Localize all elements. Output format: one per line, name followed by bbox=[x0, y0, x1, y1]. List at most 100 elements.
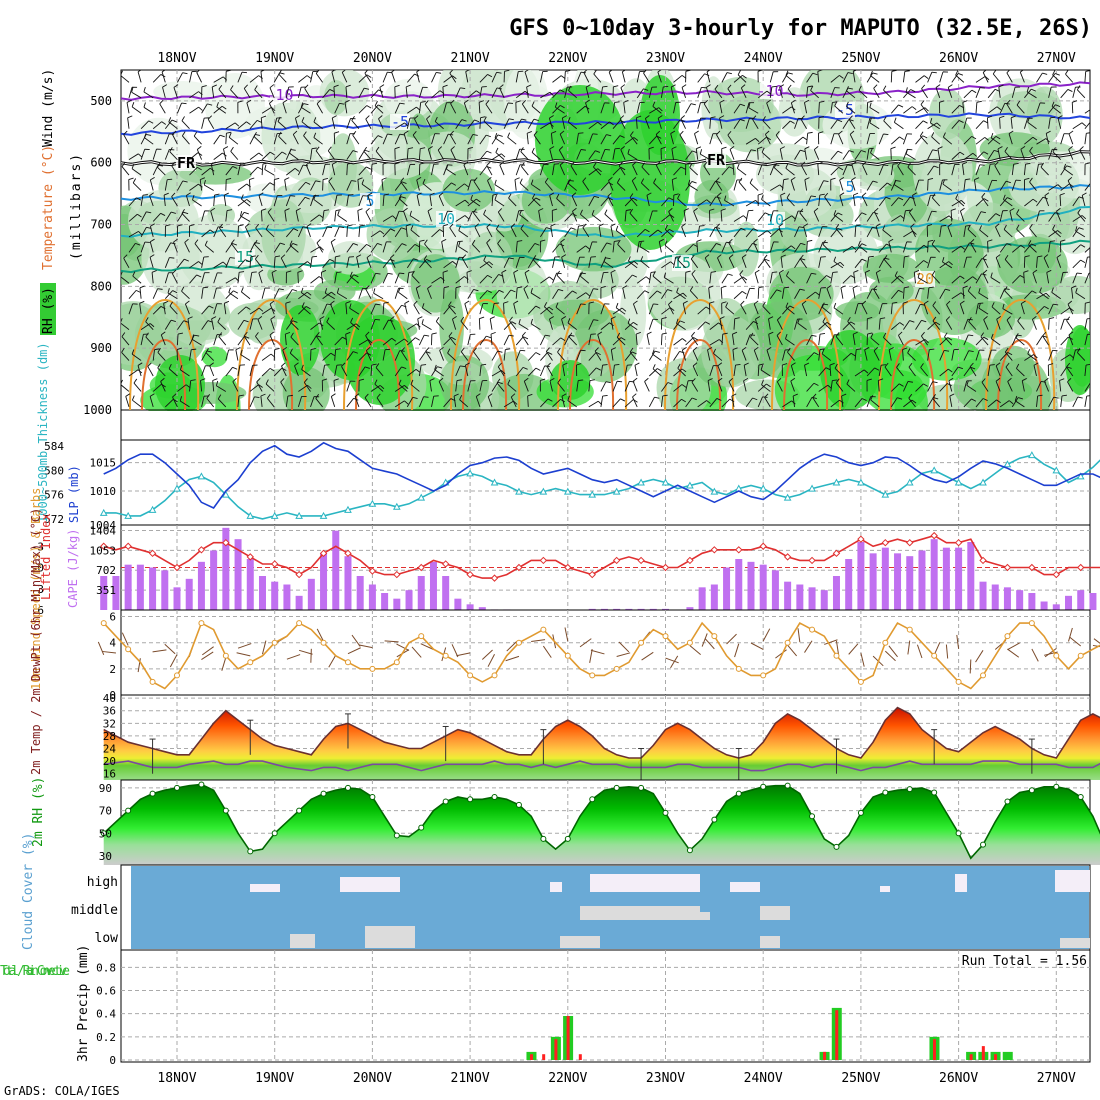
wind-barb bbox=[213, 76, 224, 83]
wind-barb bbox=[963, 179, 966, 191]
cloud-block bbox=[340, 877, 400, 892]
wind-barb-flag bbox=[265, 379, 269, 385]
surface-wind-barb bbox=[456, 652, 471, 657]
wind-barb bbox=[164, 290, 173, 300]
wind-barb bbox=[204, 244, 214, 253]
wind-barb-flag bbox=[1081, 192, 1087, 196]
wind-barb bbox=[1024, 198, 1034, 207]
wind-barb-flag bbox=[133, 378, 138, 384]
wind-barb-flag bbox=[535, 197, 541, 201]
wind-barb bbox=[394, 350, 401, 361]
wind-barb-flag bbox=[1003, 224, 1007, 230]
wind-barb-flag bbox=[464, 215, 469, 220]
wind-barb-flag bbox=[460, 365, 466, 368]
wind-barb bbox=[552, 105, 561, 114]
wind-barb bbox=[555, 306, 565, 315]
wind-barb-flag bbox=[204, 240, 208, 246]
wind-barb-flag bbox=[719, 316, 725, 320]
wind-barb-flag bbox=[413, 300, 418, 306]
cape-bar bbox=[649, 608, 657, 610]
wind-barb-flag bbox=[821, 349, 825, 354]
wind-barb bbox=[152, 213, 161, 222]
wind-barb-flag bbox=[764, 393, 769, 398]
wind-barb bbox=[806, 241, 808, 253]
isotherm-label: -5 bbox=[391, 113, 409, 131]
wind-barb bbox=[731, 396, 735, 407]
wind-barb bbox=[419, 351, 427, 361]
wind-barb-flag bbox=[645, 115, 650, 119]
wind-barb bbox=[406, 244, 416, 253]
wind-barb-flag bbox=[1065, 70, 1069, 75]
precip-convective-bar bbox=[542, 1054, 546, 1060]
wind-barb bbox=[370, 230, 381, 238]
wind-barb bbox=[1048, 318, 1050, 330]
wind-barb-flag bbox=[682, 346, 687, 351]
wind-barb bbox=[680, 118, 687, 129]
rh-core-shade bbox=[820, 330, 880, 410]
cape-bar bbox=[393, 598, 401, 610]
thickness-line-marker bbox=[1003, 460, 1012, 468]
wind-barb bbox=[189, 380, 192, 392]
wind-barb-flag bbox=[862, 161, 867, 166]
wind-barb-flag bbox=[685, 70, 691, 72]
wind-barb bbox=[181, 290, 190, 300]
wind-barb-flag bbox=[375, 363, 380, 368]
wind-barb bbox=[382, 228, 391, 238]
wind-barb-flag bbox=[292, 320, 298, 323]
lifted-index-line-marker bbox=[173, 563, 181, 572]
wind-barb-flag bbox=[527, 393, 533, 397]
wind-barb bbox=[216, 106, 227, 114]
wind-barb bbox=[121, 352, 130, 361]
wind-barb-flag bbox=[773, 162, 777, 168]
wind-speed-line-marker bbox=[809, 626, 816, 633]
wind-barb bbox=[610, 226, 614, 237]
wind-barb bbox=[121, 336, 130, 346]
wind-barb bbox=[670, 133, 674, 145]
wind-barb-flag bbox=[157, 288, 163, 290]
wind-barb-flag bbox=[804, 362, 810, 366]
wind-barb bbox=[975, 164, 981, 176]
wind-barb-flag bbox=[1029, 177, 1033, 183]
wind-barb bbox=[171, 196, 178, 207]
wind-barb-flag bbox=[1020, 146, 1026, 150]
wind-barb-flag bbox=[439, 346, 444, 351]
wind-barb bbox=[382, 195, 385, 207]
wind-barb-flag bbox=[607, 192, 612, 197]
wind-barb-flag bbox=[714, 84, 719, 90]
wind-barb-flag bbox=[583, 70, 588, 73]
wind-barb bbox=[1052, 74, 1062, 83]
wind-barb bbox=[782, 106, 792, 114]
wind-barb-flag bbox=[1009, 207, 1015, 212]
wind-barb bbox=[830, 261, 841, 269]
wind-barb bbox=[681, 226, 687, 238]
wind-barb-flag bbox=[799, 288, 805, 291]
thickness-line-marker bbox=[612, 487, 621, 495]
wind-barb bbox=[962, 287, 965, 299]
wind-barb-flag bbox=[987, 239, 993, 242]
wind-barb-flag bbox=[754, 269, 760, 274]
wind-barb bbox=[786, 197, 795, 207]
wind-barb bbox=[624, 365, 628, 377]
wind-speed-line-marker bbox=[467, 672, 474, 679]
surface-wind-barb bbox=[616, 652, 631, 657]
wind-barb-flag bbox=[826, 275, 832, 279]
wind-barb bbox=[878, 257, 885, 269]
wind-barb bbox=[903, 230, 913, 238]
wind-barb bbox=[951, 349, 955, 361]
wind-barb-flag bbox=[228, 287, 231, 293]
surface-wind-barb bbox=[481, 649, 493, 660]
wind-barb-flag bbox=[1031, 243, 1037, 247]
wind-barb-flag bbox=[851, 161, 857, 165]
wind-barb bbox=[894, 122, 904, 130]
wind-barb bbox=[297, 396, 303, 408]
wind-barb bbox=[1016, 104, 1025, 114]
wind-barb bbox=[143, 91, 154, 99]
wind-barb-flag bbox=[911, 106, 917, 110]
wind-barb bbox=[761, 199, 771, 207]
wind-barb-flag bbox=[761, 147, 765, 153]
wind-barb-flag bbox=[304, 196, 310, 200]
wind-barb bbox=[237, 121, 247, 130]
wind-barb bbox=[1004, 351, 1013, 361]
wind-barb-flag bbox=[735, 363, 741, 366]
wind-barb bbox=[424, 104, 432, 114]
